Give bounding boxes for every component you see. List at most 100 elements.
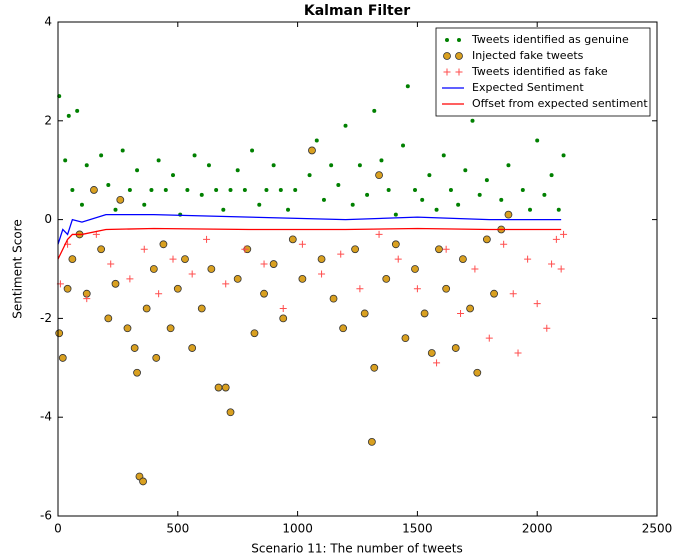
point <box>199 192 204 197</box>
point <box>413 187 418 192</box>
point <box>133 368 141 377</box>
point <box>557 265 565 273</box>
point <box>207 265 216 273</box>
point <box>520 187 525 192</box>
point <box>470 118 475 123</box>
point <box>466 304 475 313</box>
point <box>357 163 362 168</box>
point <box>339 324 348 333</box>
y-tick-label: -4 <box>40 410 52 424</box>
point <box>372 108 377 113</box>
series-line <box>57 214 562 245</box>
point <box>367 437 376 446</box>
point <box>420 197 425 202</box>
point <box>441 153 446 158</box>
point <box>308 146 316 155</box>
point <box>365 192 370 197</box>
point <box>504 210 513 219</box>
point <box>163 187 168 192</box>
point <box>499 197 504 202</box>
point <box>185 187 190 192</box>
point <box>514 349 522 357</box>
point <box>386 187 391 192</box>
point <box>442 245 450 253</box>
point <box>127 187 132 192</box>
point <box>434 207 439 212</box>
point <box>156 158 161 163</box>
point <box>528 207 533 212</box>
point <box>140 245 148 253</box>
point <box>111 279 120 288</box>
point <box>413 285 421 293</box>
point <box>169 255 177 263</box>
point <box>79 202 84 207</box>
point <box>159 240 168 249</box>
point <box>535 138 540 143</box>
point <box>524 255 532 263</box>
point <box>456 202 461 207</box>
point <box>394 255 402 263</box>
point <box>214 383 223 392</box>
point <box>337 250 345 258</box>
point <box>99 153 104 158</box>
point <box>214 187 219 192</box>
point <box>351 245 360 254</box>
point <box>307 173 312 178</box>
point <box>233 274 242 283</box>
point <box>375 171 383 180</box>
point <box>152 354 161 362</box>
point <box>490 289 498 298</box>
y-axis-label: Sentiment Score <box>11 219 25 318</box>
point <box>279 314 288 323</box>
legend-label: Offset from expected sentiment <box>472 97 648 110</box>
point <box>173 284 182 293</box>
point <box>155 290 163 298</box>
point <box>97 245 106 254</box>
point <box>63 284 72 293</box>
y-tick-label: -2 <box>40 311 52 325</box>
point <box>293 187 298 192</box>
point <box>542 192 547 197</box>
point <box>356 285 364 293</box>
x-tick-label: 1500 <box>402 522 433 536</box>
point <box>459 255 467 264</box>
point <box>107 260 115 268</box>
point <box>463 168 468 173</box>
point <box>370 363 379 372</box>
point <box>123 324 132 333</box>
point <box>433 359 441 367</box>
point <box>135 168 140 173</box>
point <box>560 230 568 238</box>
y-tick-label: 4 <box>44 15 52 29</box>
point <box>120 148 125 153</box>
point <box>543 324 551 332</box>
legend-marker <box>443 68 451 76</box>
point <box>90 186 98 194</box>
point <box>271 163 276 168</box>
point <box>269 260 278 268</box>
point <box>203 235 211 243</box>
point <box>485 334 493 342</box>
legend-label: Injected fake tweets <box>472 49 584 62</box>
point <box>222 280 230 288</box>
point <box>401 143 406 148</box>
point <box>142 202 147 207</box>
point <box>257 202 262 207</box>
point <box>473 368 482 377</box>
legend-box <box>435 27 651 117</box>
legend-marker <box>457 38 461 42</box>
point <box>188 344 197 352</box>
point <box>314 138 319 143</box>
point <box>317 255 326 264</box>
legend-marker <box>455 52 463 60</box>
x-tick-label: 2500 <box>642 522 673 536</box>
point <box>192 153 197 158</box>
point <box>58 354 67 362</box>
x-tick-label: 0 <box>54 522 62 536</box>
point <box>318 270 326 278</box>
point <box>405 84 410 89</box>
x-tick-label: 1000 <box>282 522 313 536</box>
point <box>66 113 71 118</box>
point <box>288 235 297 244</box>
point <box>500 240 508 248</box>
